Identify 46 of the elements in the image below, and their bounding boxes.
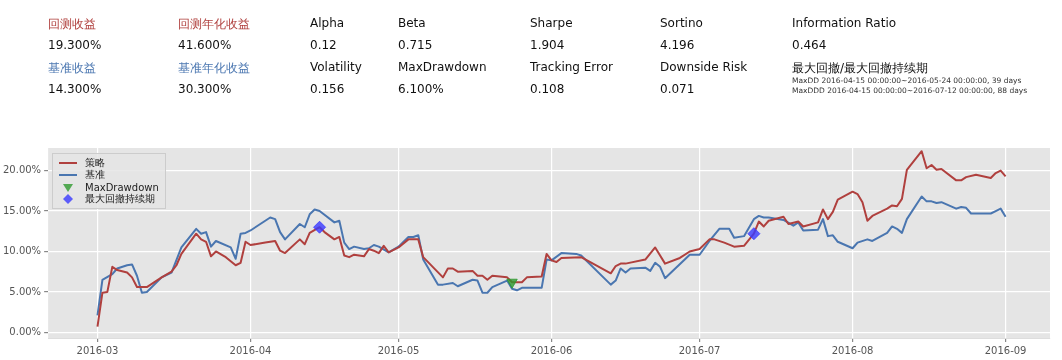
x-tick-label: 2016-08 (831, 344, 874, 356)
legend-label: 基准 (85, 168, 105, 182)
point (506, 278, 518, 289)
text: Downside Risk (660, 60, 748, 74)
text: 1.904 (530, 38, 565, 52)
y-tick-label: 20.00% (2, 164, 42, 176)
x-tick-label: 2016-05 (377, 344, 420, 356)
y-tick-label: 0.00% (9, 325, 42, 337)
text: 0.464 (792, 38, 827, 52)
point (313, 220, 327, 234)
text: 回测收益 (48, 16, 96, 33)
text: Information Ratio (792, 16, 897, 30)
y-tick-label: 15.00% (2, 204, 42, 216)
text: 回测年化收益 (178, 16, 250, 33)
text: Volatility (310, 60, 362, 74)
text: Tracking Error (530, 60, 614, 74)
text: 0.108 (530, 82, 565, 96)
text: 0.715 (398, 38, 433, 52)
x-tick-label: 2016-09 (984, 344, 1027, 356)
text: 30.300% (178, 82, 232, 96)
text: 最大回撤/最大回撤持续期 (792, 60, 929, 77)
legend-label: 策略 (85, 156, 105, 170)
text: 19.300% (48, 38, 102, 52)
text: 0.156 (310, 82, 345, 96)
text: Alpha (310, 16, 345, 30)
x-tick-label: 2016-03 (76, 344, 119, 356)
text: MaxDrawdown (398, 60, 487, 74)
text: 41.600% (178, 38, 232, 52)
legend-label: 最大回撤持续期 (85, 192, 155, 206)
text: 0.12 (310, 38, 337, 52)
text: 6.100% (398, 82, 444, 96)
x-tick-label: 2016-07 (678, 344, 721, 356)
legend-label: MaxDrawdown (85, 181, 159, 193)
y-tick-label: 10.00% (2, 245, 42, 257)
text: Sharpe (530, 16, 573, 30)
y-tick-label: 5.00% (9, 285, 42, 297)
text: 基准年化收益 (178, 60, 250, 77)
x-tick-label: 2016-06 (530, 344, 573, 356)
x-tick-label: 2016-04 (229, 344, 272, 356)
text: 基准收益 (48, 60, 96, 77)
point (747, 227, 761, 241)
text: 0.071 (660, 82, 695, 96)
text: 4.196 (660, 38, 695, 52)
text: Sortino (660, 16, 703, 30)
text: 14.300% (48, 82, 102, 96)
text: Beta (398, 16, 426, 30)
